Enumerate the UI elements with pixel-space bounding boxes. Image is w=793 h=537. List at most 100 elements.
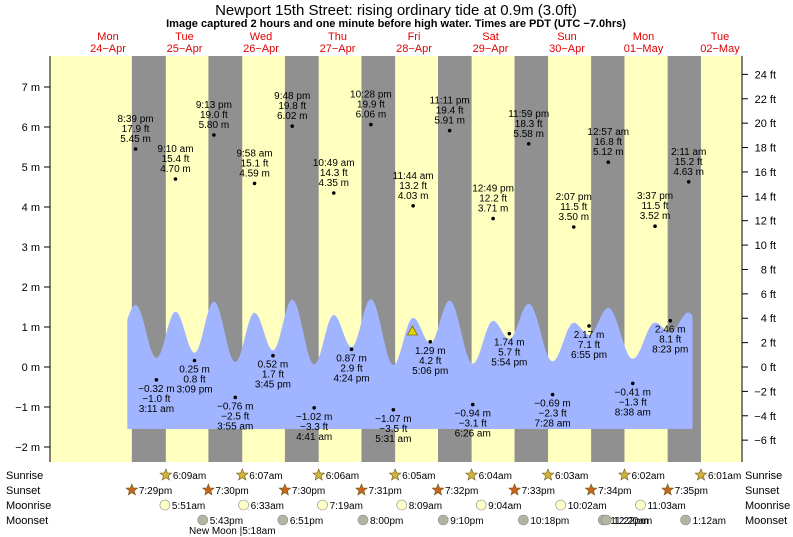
- sunrise-time: 6:06am: [326, 471, 359, 482]
- extreme-dot: [290, 124, 295, 128]
- tide-water-area: [127, 299, 693, 429]
- day-name: Mon: [97, 31, 118, 43]
- sunset-icon: [584, 483, 598, 496]
- left-tick-label: 2 m: [22, 282, 40, 294]
- extreme-dot: [233, 395, 238, 400]
- extreme-label-1: 2.17 m: [574, 330, 605, 341]
- moonset-icon: [518, 514, 529, 526]
- sunset-icon: [508, 483, 522, 496]
- extreme-label-1: −0.41 m: [615, 387, 651, 398]
- extreme-dot: [526, 142, 531, 146]
- right-tick-label: 18 ft: [755, 143, 776, 155]
- extreme-label-1: 2:11 am: [671, 147, 706, 158]
- extreme-dot: [550, 392, 555, 397]
- extreme-dot: [411, 204, 415, 208]
- right-tick-label: 12 ft: [755, 216, 776, 228]
- extreme-dot: [606, 160, 611, 164]
- moonrise-time: 7:19am: [330, 501, 363, 512]
- extreme-label-2: 17.9 ft: [122, 124, 150, 135]
- extreme-label-3: 8:38 am: [615, 407, 651, 418]
- extreme-label-3: 3:11 am: [139, 404, 174, 415]
- extreme-label-1: 9:48 pm: [274, 91, 310, 102]
- left-tick-label: 6 m: [22, 122, 40, 134]
- extreme-dot: [173, 177, 178, 181]
- day-date: 24−Apr: [90, 43, 126, 55]
- sunset-icon: [278, 483, 292, 496]
- extreme-label-2: 13.2 ft: [399, 181, 427, 192]
- extreme-label-2: 19.4 ft: [436, 106, 464, 117]
- extreme-dot: [653, 224, 657, 228]
- extreme-label-3: 4.70 m: [160, 164, 191, 175]
- extreme-dot: [271, 353, 275, 358]
- extreme-label-1: 3:37 pm: [637, 191, 673, 202]
- sunrise-icon: [541, 468, 555, 481]
- sunrise-time: 6:01am: [708, 471, 741, 482]
- extreme-dot: [331, 191, 336, 195]
- left-tick-label: 4 m: [22, 202, 40, 214]
- extreme-label-3: 6.06 m: [356, 110, 387, 121]
- extreme-label-3: 7:28 am: [534, 419, 570, 430]
- extreme-label-2: 8.1 ft: [659, 335, 681, 346]
- moonrise-time: 11:03am: [647, 501, 685, 512]
- row-label-left: Moonrise: [6, 500, 51, 512]
- extreme-label-3: 6.02 m: [277, 111, 308, 122]
- extreme-label-2: −1.0 ft: [142, 394, 170, 405]
- extreme-label-3: 5.91 m: [434, 116, 465, 127]
- extreme-label-1: 11:44 am: [393, 171, 434, 182]
- extreme-label-2: 15.1 ft: [241, 158, 269, 169]
- moonrise-icon: [317, 499, 328, 511]
- extreme-label-3: 4:24 pm: [333, 373, 369, 384]
- moonset-time: 11:22pm: [610, 516, 648, 527]
- extreme-dot: [630, 381, 635, 386]
- sunset-icon: [661, 483, 675, 496]
- tide-area: [127, 299, 693, 429]
- extreme-label-1: 2.46 m: [655, 325, 686, 336]
- axes: 7 m 6 m 5 m 4 m 3 m 2 m 1 m 0 m −1 m −2 m 24 ft 22 …: [15, 56, 776, 462]
- extreme-label-2: −2.3 ft: [539, 409, 567, 420]
- day-name: Fri: [408, 31, 421, 43]
- extreme-label-1: −0.32 m: [138, 384, 174, 395]
- extreme-label-3: 3.71 m: [478, 204, 509, 215]
- left-tick-label: 0 m: [22, 362, 40, 374]
- sunrise-icon: [465, 468, 479, 481]
- extreme-dot: [154, 378, 159, 382]
- extreme-dot: [212, 133, 216, 137]
- extreme-label-3: 4.03 m: [398, 191, 429, 202]
- row-label-left: Sunrise: [6, 470, 43, 482]
- day-date: 28−Apr: [396, 43, 432, 55]
- sunrise-icon: [312, 468, 326, 481]
- sunset-time: 7:33pm: [522, 486, 555, 497]
- sunrise-icon: [694, 468, 708, 481]
- current-level-marker: [406, 325, 419, 336]
- day-labels: Mon24−AprTue25−AprWed26−AprThu27−AprFri2…: [90, 31, 740, 55]
- day-name: Tue: [175, 31, 194, 43]
- moonrise-icon: [635, 499, 646, 511]
- extreme-label-2: 14.3 ft: [320, 168, 348, 179]
- extreme-dot: [312, 406, 316, 410]
- extreme-dot: [252, 181, 257, 186]
- extreme-label-3: 5:06 pm: [412, 366, 448, 377]
- moonset-icon: [437, 514, 449, 526]
- day-name: Sat: [482, 31, 499, 43]
- sunset-icon: [125, 483, 139, 496]
- extreme-label-2: 16.8 ft: [594, 137, 622, 148]
- extreme-label-1: 2:07 pm: [556, 192, 592, 203]
- sunset-time: 7:34pm: [598, 486, 631, 497]
- extreme-label-3: 4.63 m: [673, 167, 704, 178]
- row-label-right: Moonrise: [745, 500, 790, 512]
- extreme-label-2: 0.8 ft: [183, 375, 205, 386]
- extreme-label-1: −0.76 m: [217, 401, 253, 412]
- sunset-icon: [355, 483, 368, 496]
- extreme-label-2: −3.3 ft: [300, 422, 328, 433]
- extreme-label-1: 0.25 m: [179, 365, 210, 376]
- sunset-time: 7:35pm: [675, 486, 708, 497]
- extreme-label-2: 15.4 ft: [162, 154, 190, 165]
- extreme-label-1: 10:28 pm: [350, 90, 392, 101]
- extreme-label-3: 5.45 m: [120, 134, 151, 145]
- moonset-time: 6:51pm: [290, 516, 323, 527]
- right-tick-label: 24 ft: [755, 69, 776, 81]
- extreme-label-1: 11:59 pm: [508, 109, 549, 120]
- right-tick-label: 16 ft: [755, 167, 776, 179]
- chart-title: Newport 15th Street: rising ordinary tid…: [215, 2, 577, 19]
